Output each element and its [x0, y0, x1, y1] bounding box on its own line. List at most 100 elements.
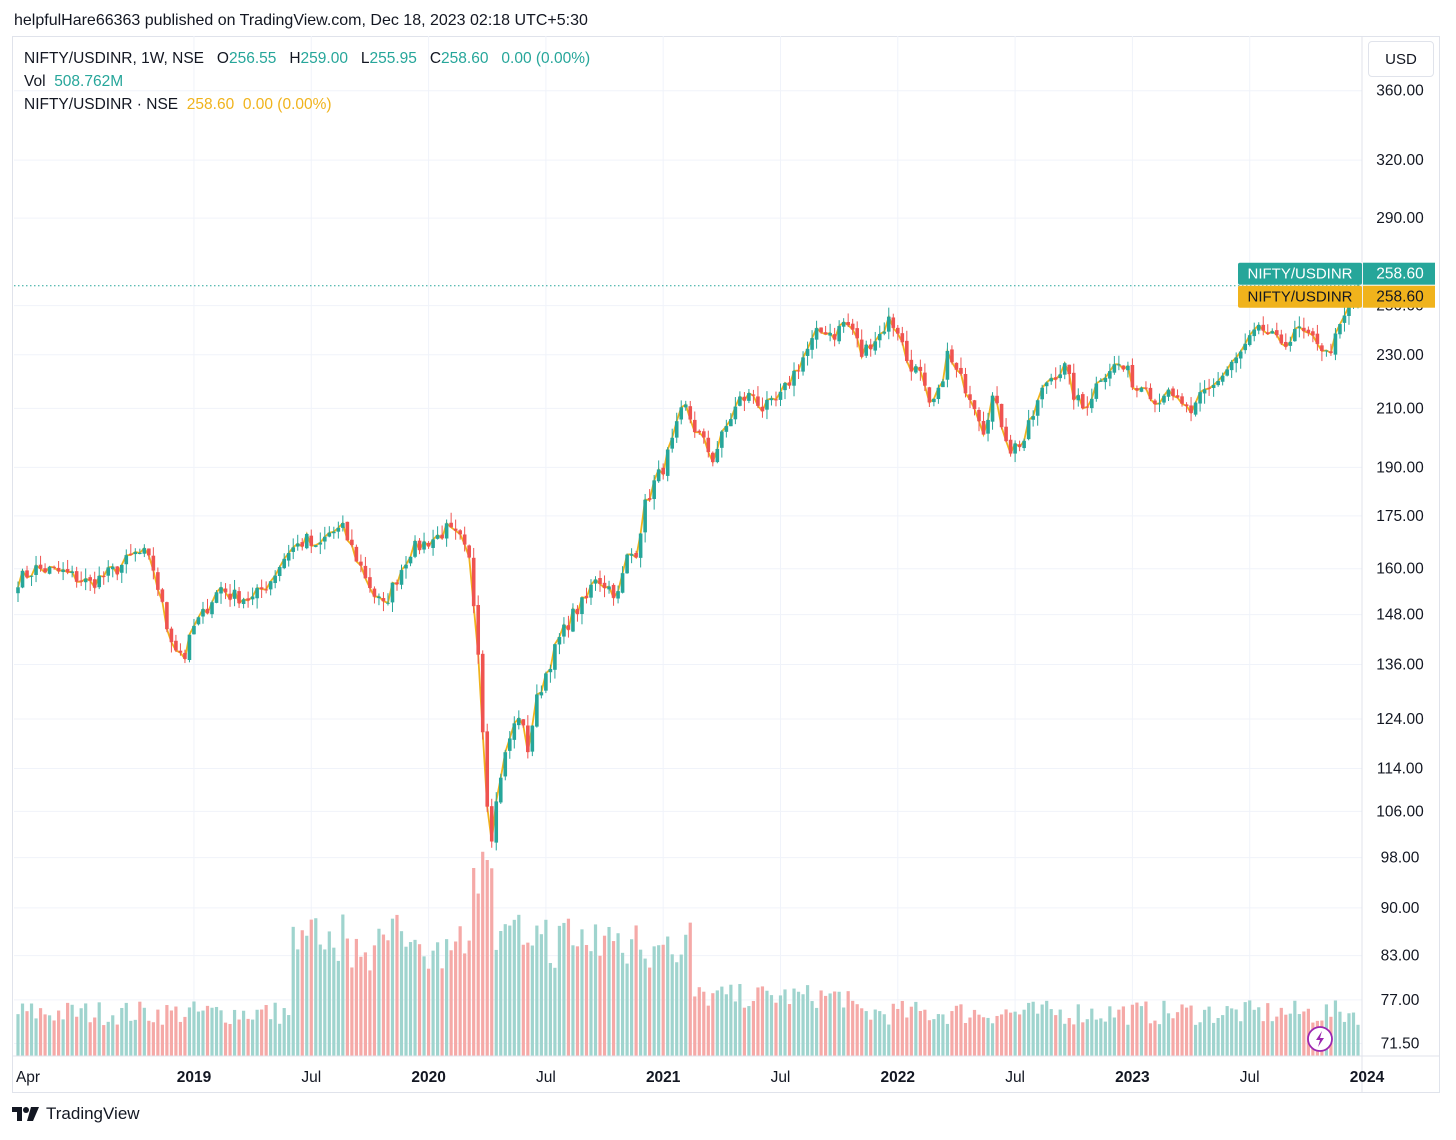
candle-body — [602, 582, 607, 588]
volume-bar — [598, 955, 602, 1056]
volume-bar — [377, 928, 381, 1056]
volume-bar — [526, 942, 530, 1056]
candle-body — [909, 359, 914, 372]
volume-bar — [336, 960, 340, 1056]
volume-bar — [1040, 1004, 1044, 1056]
candle-body — [981, 420, 986, 435]
legend-close-label: C — [429, 50, 442, 67]
candle-body — [79, 580, 83, 582]
candle-body — [999, 403, 1004, 428]
price-tag-value: 258.60 — [1376, 289, 1424, 306]
candle-body — [462, 534, 467, 545]
candle-body — [814, 328, 819, 340]
candle-body — [1175, 395, 1180, 398]
candle-body — [1329, 351, 1333, 354]
volume-bar — [196, 1011, 201, 1056]
candle-body — [133, 552, 138, 555]
candle-body — [1270, 331, 1275, 334]
volume-bar — [1103, 1021, 1107, 1056]
volume-bar — [1085, 1019, 1089, 1056]
volume-bar — [1198, 1022, 1202, 1056]
volume-bar — [1252, 1009, 1256, 1056]
legend-high-label: H — [289, 50, 301, 67]
candle-body — [201, 609, 205, 617]
volume-bar — [1234, 1009, 1238, 1056]
candle-body — [855, 328, 859, 339]
candle-body — [277, 567, 282, 576]
candle-body — [986, 419, 990, 434]
x-tick-label: 2021 — [646, 1069, 681, 1086]
volume-bar — [810, 1001, 814, 1056]
candle-body — [381, 598, 386, 602]
legend-low-label: L — [360, 50, 370, 67]
x-tick-label: 2023 — [1115, 1069, 1150, 1086]
candle-body — [882, 331, 887, 334]
candle-body — [440, 534, 444, 539]
y-tick-label: 210.00 — [1376, 400, 1424, 417]
candle-body — [932, 398, 936, 403]
candle-body — [1013, 443, 1017, 454]
candle-body — [995, 395, 999, 404]
volume-bar — [88, 1022, 92, 1056]
currency-button[interactable]: USD — [1368, 41, 1434, 77]
volume-bar — [571, 945, 575, 1056]
candle-body — [905, 340, 909, 361]
volume-bar — [828, 993, 832, 1056]
volume-bar — [1144, 1001, 1148, 1056]
candle-body — [38, 564, 43, 569]
volume-bar — [454, 941, 458, 1056]
volume-bar — [223, 1022, 228, 1056]
volume-bar — [205, 1005, 210, 1056]
candle-body — [489, 806, 494, 842]
volume-bar — [990, 1023, 995, 1056]
volume-bar — [1004, 1009, 1008, 1056]
candle-body — [1288, 341, 1293, 346]
candle-body — [1207, 387, 1211, 389]
volume-bar — [1013, 1011, 1017, 1056]
candle-body — [1053, 377, 1058, 380]
candle-body — [1058, 374, 1063, 379]
candle-body — [142, 548, 147, 554]
volume-bar — [390, 918, 395, 1056]
volume-bar — [634, 925, 638, 1056]
candle-body — [724, 426, 729, 432]
volume-bar — [1108, 1006, 1112, 1056]
axes: 360.00320.00290.00250.00230.00210.00190.… — [12, 36, 1440, 1093]
candle-body — [471, 557, 476, 607]
volume-bar — [729, 984, 733, 1056]
volume-bar — [435, 942, 440, 1056]
grid-lines — [14, 36, 1362, 1056]
volume-bar — [273, 1002, 277, 1056]
candle-body — [1193, 402, 1198, 415]
volume-bar — [192, 1001, 196, 1056]
price-tag-value-bg — [1363, 285, 1435, 308]
candle-body — [1252, 329, 1257, 337]
x-tick-label: Jul — [536, 1069, 556, 1086]
volume-bar — [670, 954, 674, 1056]
legend-line-value: 258.60 — [186, 96, 235, 113]
candle-body — [647, 498, 652, 500]
candle-body — [43, 568, 47, 573]
candle-body — [1211, 385, 1216, 388]
y-tick-label: 320.00 — [1376, 152, 1424, 169]
volume-bar — [165, 1005, 169, 1056]
volume-bar — [499, 931, 503, 1056]
candle-body — [562, 624, 566, 637]
volume-bar — [814, 1007, 819, 1056]
volume-bar — [323, 949, 327, 1056]
volume-bar — [941, 1014, 945, 1056]
candle-body — [512, 723, 517, 740]
candle-body — [228, 593, 232, 600]
tradingview-logo[interactable]: TradingView — [12, 1104, 140, 1124]
volume-bar — [1266, 1003, 1270, 1056]
volume-bar — [1018, 1014, 1022, 1056]
y-tick-label: 136.00 — [1376, 657, 1424, 674]
legend-line-change: 0.00 (0.00%) — [242, 96, 332, 113]
volume-bar — [490, 868, 494, 1056]
volume-bar — [535, 925, 539, 1056]
candle-body — [990, 395, 995, 422]
volume-bar — [927, 1020, 931, 1056]
candle-body — [954, 362, 959, 370]
volume-bar — [52, 1020, 56, 1056]
